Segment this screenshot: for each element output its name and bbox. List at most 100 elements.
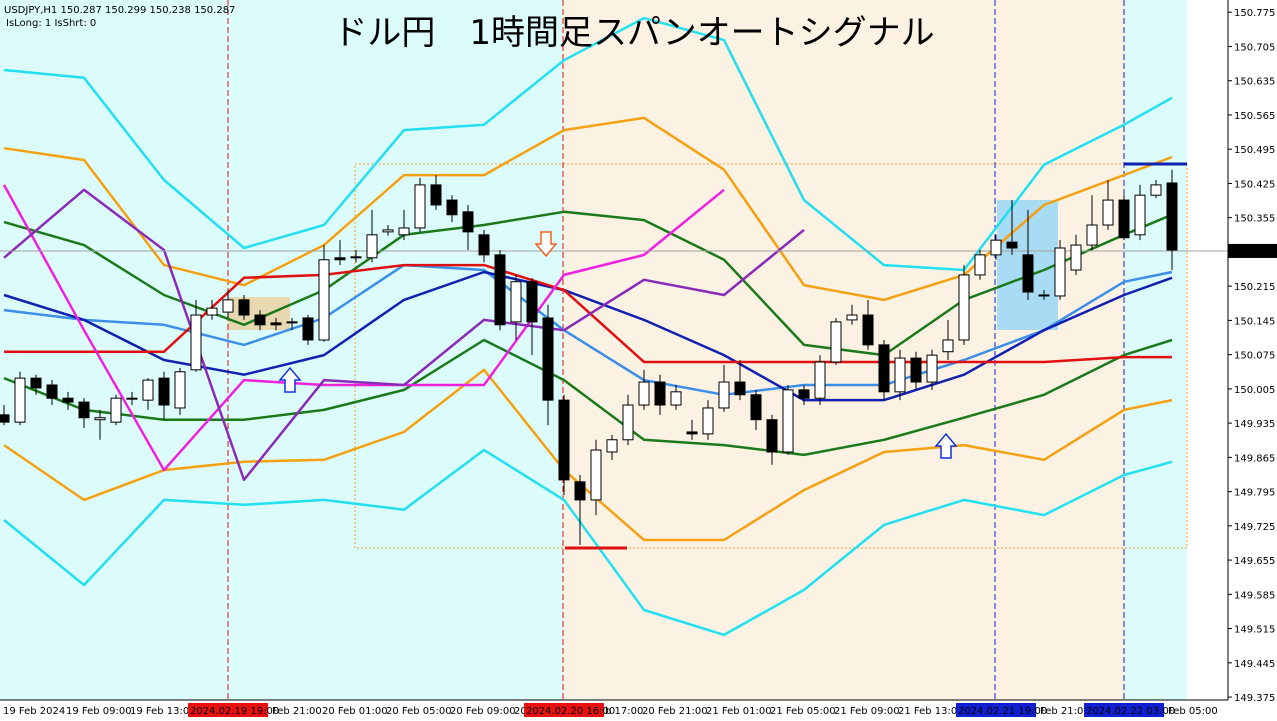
candle-body [126, 397, 138, 400]
y-tick-label: 150.005 [1234, 385, 1275, 396]
candle-body [942, 339, 954, 353]
candle-body [478, 234, 490, 256]
indicator-line [3, 448, 1173, 637]
candle-body [190, 314, 202, 371]
indicator-line [2, 184, 725, 472]
x-label-highlight [524, 703, 604, 717]
candle-body [238, 299, 250, 316]
candle-body [286, 321, 298, 324]
y-tick-label: 150.145 [1234, 316, 1275, 327]
x-tick-label: 19 Feb 2024 [3, 706, 65, 717]
candle-body [414, 184, 426, 229]
candle-body [510, 281, 522, 323]
candle-body [974, 254, 986, 276]
candle-body [302, 317, 314, 341]
candle-body [686, 431, 698, 435]
x-tick-label: 2024.02.22 03:00 [1086, 706, 1175, 717]
axis-bg [1228, 0, 1277, 721]
candle-body [350, 256, 362, 259]
x-tick-label: 2024.02.19 19:00 [190, 706, 279, 717]
candle-body [766, 419, 778, 453]
range-box [354, 163, 1188, 549]
buy-arrow [278, 366, 302, 393]
y-tick-label: 150.425 [1234, 179, 1275, 190]
candle-body [142, 379, 154, 401]
candle-body [1006, 241, 1018, 249]
x-tick-label: Feb 21:00 [272, 706, 322, 717]
status: IsLong: 1 IsShrt: 0 [6, 18, 96, 29]
candle-body [222, 299, 234, 313]
x-tick-label: 19 Feb 13:00 [130, 706, 196, 717]
candle-body [110, 397, 122, 423]
x-label-highlight [1084, 703, 1164, 717]
sell-arrow [534, 231, 558, 258]
candle-body [462, 211, 474, 233]
x-label-highlight [188, 703, 268, 717]
x-tick-label: 2024.02.21 19:00 [958, 706, 1047, 717]
indicator-line [3, 338, 1173, 457]
candle-body [1150, 184, 1162, 196]
candle-body [158, 377, 170, 406]
candle-body [606, 439, 618, 453]
x-tick-label: 2024.02.20 16:00 [526, 706, 615, 717]
candle-body [558, 399, 570, 481]
candle-body [734, 381, 746, 396]
candle-body [14, 377, 26, 423]
candle-body [1166, 182, 1178, 251]
candle-body [30, 377, 42, 389]
candle-body [446, 199, 458, 216]
x-tick-label: 21 Feb 13:00 [898, 706, 964, 717]
x-tick-label: b 17:00 [605, 706, 643, 717]
candle-body [862, 314, 874, 346]
candle-body [318, 259, 330, 341]
y-tick-label: 149.515 [1234, 625, 1275, 636]
candle-body [782, 389, 794, 453]
x-label-highlight [956, 703, 1036, 717]
candle-body [1134, 194, 1146, 236]
candle-body [526, 281, 538, 323]
candle-body [846, 314, 858, 321]
y-tick-label: 149.655 [1234, 556, 1275, 567]
candle-body [270, 322, 282, 326]
x-tick-label: Feb 21:00 [1040, 706, 1090, 717]
current-price-box [1228, 243, 1277, 258]
candle-body [958, 274, 970, 341]
candle-body [910, 357, 922, 383]
candle-body [830, 321, 842, 363]
x-tick-label: 20 [514, 706, 527, 717]
x-tick-label: 21 Feb 09:00 [834, 706, 900, 717]
symbol-info: USDJPY,H1 150.287 150.299 150.238 150.28… [4, 5, 235, 16]
x-tick-label: 19 Feb 09:00 [66, 706, 132, 717]
candle-body [1022, 254, 1034, 293]
candle-body [622, 404, 634, 441]
indicator-line [4, 263, 1172, 364]
candle-body [798, 389, 810, 399]
candle-body [574, 481, 586, 501]
x-tick-label: 20 Feb 09:00 [450, 706, 516, 717]
candle-body [494, 254, 506, 326]
candle-body [878, 344, 890, 393]
indicator-line [3, 116, 1173, 302]
y-tick-label: 150.635 [1234, 77, 1275, 88]
x-tick-label: 20 Feb 05:00 [386, 706, 452, 717]
y-tick-label: 149.795 [1234, 488, 1275, 499]
candle-body [94, 417, 106, 421]
x-tick-label: 20 Feb 21:00 [642, 706, 708, 717]
y-tick-label: 149.725 [1234, 522, 1275, 533]
y-tick-label: 149.865 [1234, 453, 1275, 464]
candle-body [1038, 294, 1050, 297]
chart-title: ドル円 1時間足スパンオートシグナル [333, 13, 934, 53]
candle-body [702, 407, 714, 435]
candle-body [398, 227, 410, 236]
x-tick-label: Feb 05:00 [1168, 706, 1218, 717]
y-tick-label: 150.215 [1234, 282, 1275, 293]
candle-body [46, 384, 58, 399]
axis-bg [0, 700, 1228, 721]
candle-body [174, 371, 186, 409]
indicator-line [3, 188, 805, 482]
candle-body [206, 307, 218, 316]
candle-body [254, 314, 266, 326]
indicator-line [3, 16, 1173, 272]
candle-body [926, 354, 938, 383]
